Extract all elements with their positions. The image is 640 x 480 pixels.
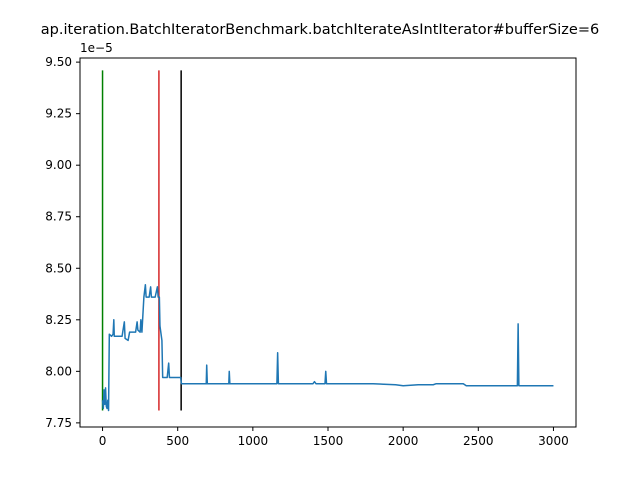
x-tick-label-1: 500 bbox=[166, 434, 189, 448]
x-tick-label-4: 2000 bbox=[388, 434, 419, 448]
y-tick-label-7: 9.50 bbox=[45, 55, 72, 69]
vertical-markers bbox=[101, 70, 182, 411]
chart-title: ap.iteration.BatchIteratorBenchmark.batc… bbox=[41, 22, 599, 38]
axes-frame bbox=[79, 57, 577, 428]
y-tick-label-3: 8.50 bbox=[45, 261, 72, 275]
x-tick-label-3: 1500 bbox=[313, 434, 344, 448]
y-tick-label-6: 9.25 bbox=[45, 107, 72, 121]
x-axis: 0 500 1000 1500 2000 2500 3000 bbox=[99, 427, 569, 448]
x-tick-label-5: 2500 bbox=[463, 434, 494, 448]
plot-area bbox=[79, 57, 577, 428]
y-tick-label-0: 7.75 bbox=[45, 416, 72, 430]
x-tick-label-0: 0 bbox=[99, 434, 107, 448]
y-tick-label-1: 8.00 bbox=[45, 364, 72, 378]
y-offset-label: 1e−5 bbox=[80, 41, 113, 55]
y-tick-label-2: 8.25 bbox=[45, 313, 72, 327]
series-layer bbox=[101, 284, 554, 412]
series-line-0 bbox=[101, 284, 554, 412]
x-tick-label-2: 1000 bbox=[238, 434, 269, 448]
y-tick-label-4: 8.75 bbox=[45, 210, 72, 224]
x-tick-label-6: 3000 bbox=[538, 434, 569, 448]
y-tick-label-5: 9.00 bbox=[45, 158, 72, 172]
y-axis: 7.75 8.00 8.25 8.50 8.75 9.00 9.25 9.50 bbox=[45, 55, 80, 430]
